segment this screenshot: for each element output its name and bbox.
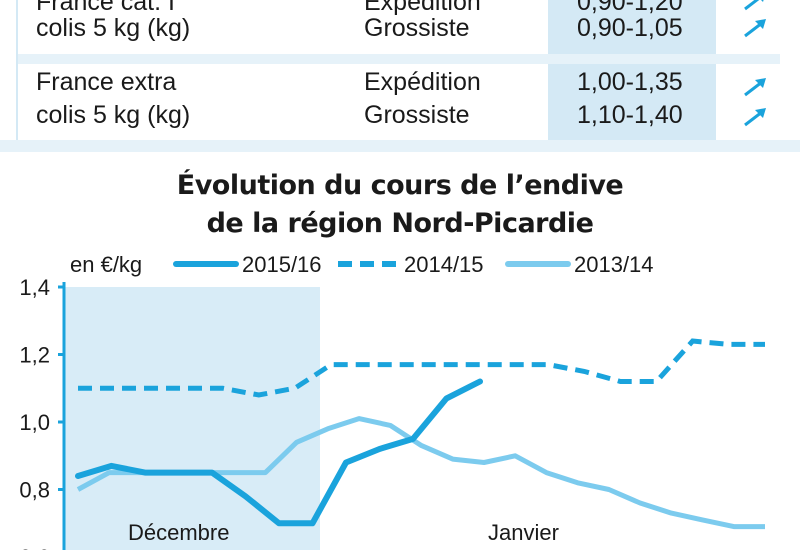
up-arrow-icon xyxy=(744,78,766,97)
product-name: France extra xyxy=(36,68,177,96)
legend-label-2014-15: 2014/15 xyxy=(404,252,484,277)
market-stage: Expédition xyxy=(364,0,481,16)
y-tick-label: 0,8 xyxy=(19,478,50,503)
table-left-rule xyxy=(16,0,18,140)
legend-label-2013-14: 2013/14 xyxy=(574,252,654,277)
up-arrow-icon xyxy=(744,0,764,11)
y-unit-label: en €/kg xyxy=(70,252,142,277)
price-table: France cat. I colis 5 kg (kg) Expédition… xyxy=(0,0,800,140)
up-arrow-icon xyxy=(744,108,766,127)
row-group-separator xyxy=(18,54,780,64)
chart-title-line2: de la région Nord-Picardie xyxy=(206,208,594,239)
december-shade xyxy=(64,287,320,550)
market-stage: Expédition xyxy=(364,68,481,96)
product-name: France cat. I xyxy=(36,0,175,16)
series-line-2014-15 xyxy=(78,338,765,398)
price-range: 0,90-1,20 xyxy=(577,0,683,16)
period-label-december: Décembre xyxy=(128,520,229,545)
legend-label-2015-16: 2015/16 xyxy=(242,252,322,277)
series-line-2015-16 xyxy=(75,378,483,527)
product-packaging: colis 5 kg (kg) xyxy=(36,101,191,129)
up-arrow-icon xyxy=(744,19,766,38)
price-column-band xyxy=(548,0,716,140)
y-tick-label: 0,6 xyxy=(19,545,50,550)
chart-panel: Évolution du cours de l’endive de la rég… xyxy=(0,152,800,550)
market-stage: Grossiste xyxy=(364,101,470,129)
y-tick-label: 1,0 xyxy=(19,410,50,435)
price-range: 0,90-1,05 xyxy=(577,14,683,42)
period-label-january: Janvier xyxy=(488,520,559,545)
price-range: 1,00-1,35 xyxy=(577,68,683,96)
market-stage: Grossiste xyxy=(364,14,470,42)
line-chart: en €/kg 2015/16 2014/15 2013/14 0,6 0,8 1,… xyxy=(19,252,765,550)
y-tick-label: 1,4 xyxy=(19,275,50,300)
y-tick-label: 1,2 xyxy=(19,343,50,368)
product-packaging: colis 5 kg (kg) xyxy=(36,14,191,42)
chart-title-line1: Évolution du cours de l’endive xyxy=(176,170,624,201)
price-range: 1,10-1,40 xyxy=(577,101,683,129)
